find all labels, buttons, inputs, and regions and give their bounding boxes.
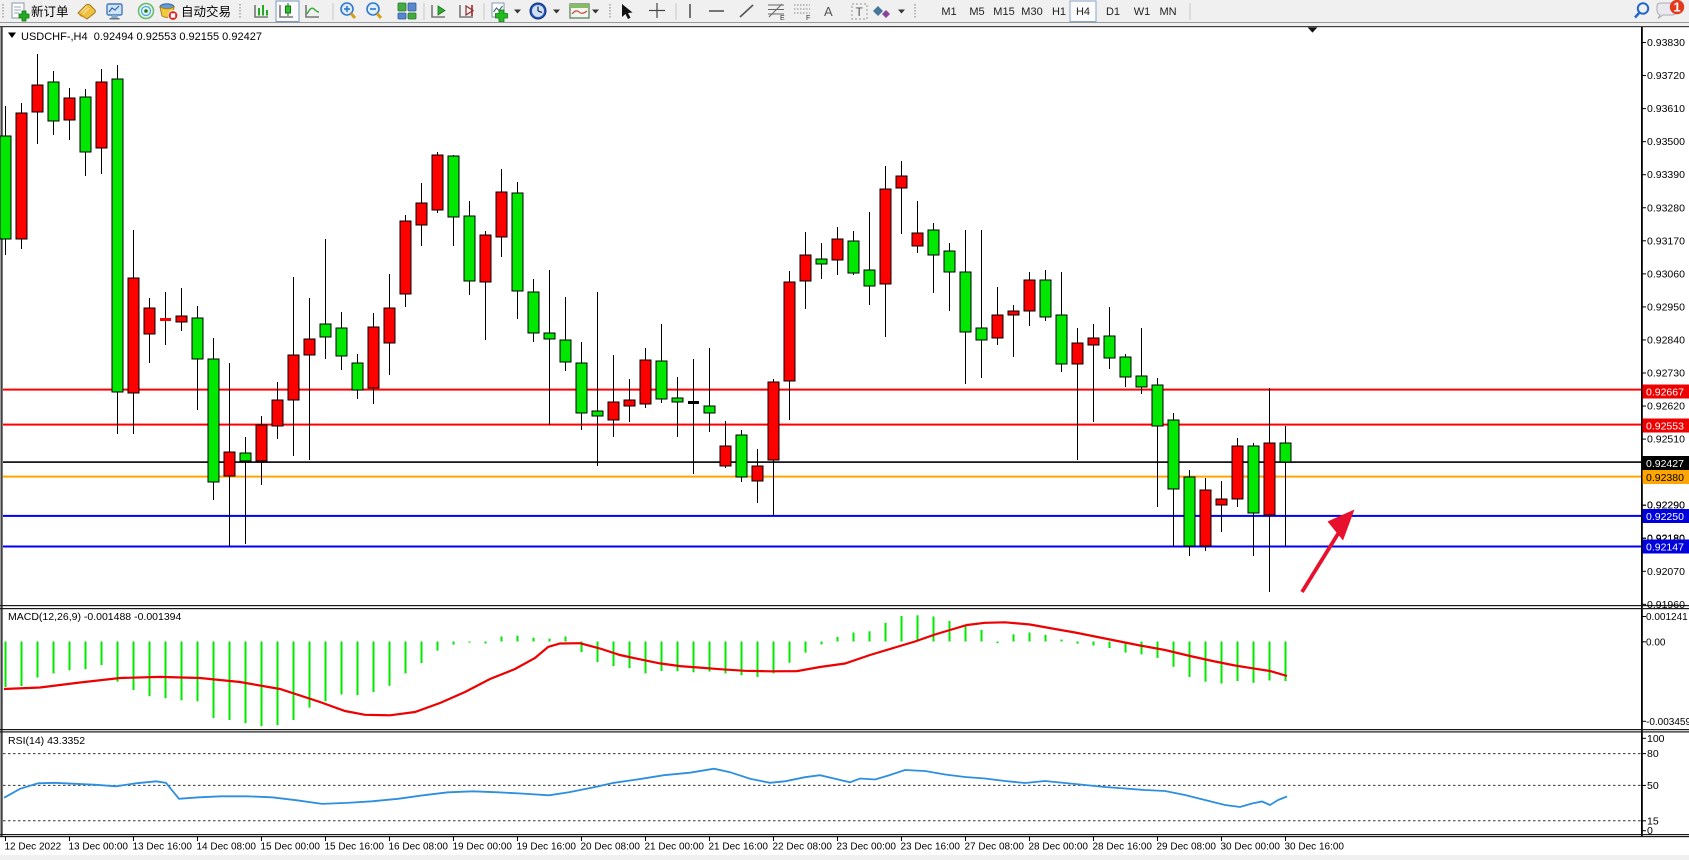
svg-text:15 Dec 00:00: 15 Dec 00:00: [261, 842, 321, 853]
svg-text:W1: W1: [1134, 6, 1151, 18]
svg-text:0.92950: 0.92950: [1647, 301, 1685, 313]
svg-text:0.92730: 0.92730: [1647, 368, 1685, 380]
svg-text:0.92840: 0.92840: [1647, 334, 1685, 346]
svg-text:0.92290: 0.92290: [1647, 500, 1685, 512]
svg-text:0.93170: 0.93170: [1647, 235, 1685, 247]
svg-text:USDCHF-,H4 0.92494 0.92553 0.: USDCHF-,H4 0.92494 0.92553 0.92155 0.924…: [21, 31, 262, 43]
svg-text:M15: M15: [993, 6, 1014, 18]
svg-text:0.001241: 0.001241: [1646, 612, 1688, 623]
svg-text:0.92620: 0.92620: [1647, 401, 1685, 413]
svg-text:19 Dec 00:00: 19 Dec 00:00: [453, 842, 513, 853]
svg-text:新订单: 新订单: [31, 4, 69, 19]
svg-text:100: 100: [1647, 733, 1665, 745]
svg-text:E: E: [780, 15, 785, 22]
svg-text:0: 0: [1647, 825, 1653, 837]
svg-text:0.92510: 0.92510: [1647, 434, 1685, 446]
svg-text:MACD(12,26,9) -0.001488 -0.001: MACD(12,26,9) -0.001488 -0.001394: [8, 611, 182, 623]
svg-text:50: 50: [1647, 780, 1659, 792]
svg-text:RSI(14) 43.3352: RSI(14) 43.3352: [8, 735, 85, 747]
svg-text:0.92147: 0.92147: [1646, 541, 1684, 553]
svg-text:80: 80: [1647, 748, 1659, 760]
svg-text:0.93280: 0.93280: [1647, 202, 1685, 214]
svg-text:30 Dec 00:00: 30 Dec 00:00: [1221, 842, 1281, 853]
svg-text:23 Dec 16:00: 23 Dec 16:00: [901, 842, 961, 853]
svg-text:14 Dec 08:00: 14 Dec 08:00: [197, 842, 257, 853]
svg-text:28 Dec 16:00: 28 Dec 16:00: [1093, 842, 1153, 853]
svg-text:A: A: [824, 4, 833, 19]
svg-text:0.92427: 0.92427: [1646, 458, 1684, 470]
svg-text:1: 1: [1673, 0, 1680, 15]
svg-text:28 Dec 00:00: 28 Dec 00:00: [1029, 842, 1089, 853]
svg-text:21 Dec 16:00: 21 Dec 16:00: [709, 842, 769, 853]
svg-text:29 Dec 08:00: 29 Dec 08:00: [1157, 842, 1217, 853]
svg-text:21 Dec 00:00: 21 Dec 00:00: [645, 842, 705, 853]
svg-text:M30: M30: [1021, 6, 1042, 18]
svg-text:0.93720: 0.93720: [1647, 70, 1685, 82]
svg-text:13 Dec 00:00: 13 Dec 00:00: [69, 842, 129, 853]
svg-text:0.93610: 0.93610: [1647, 103, 1685, 115]
svg-text:0.92290: 0.92290: [1647, 500, 1685, 512]
svg-text:16 Dec 08:00: 16 Dec 08:00: [389, 842, 449, 853]
svg-text:0.93500: 0.93500: [1647, 136, 1685, 148]
svg-text:0.00: 0.00: [1646, 637, 1666, 648]
svg-text:0.93390: 0.93390: [1647, 169, 1685, 181]
svg-text:H1: H1: [1052, 6, 1066, 18]
svg-text:0.91960: 0.91960: [1647, 599, 1685, 611]
svg-text:0.92380: 0.92380: [1646, 472, 1684, 484]
svg-text:30 Dec 16:00: 30 Dec 16:00: [1285, 842, 1345, 853]
svg-text:MN: MN: [1159, 6, 1176, 18]
svg-text:0.93830: 0.93830: [1647, 37, 1685, 49]
svg-text:22 Dec 08:00: 22 Dec 08:00: [773, 842, 833, 853]
svg-text:D1: D1: [1106, 6, 1120, 18]
svg-text:0.93060: 0.93060: [1647, 268, 1685, 280]
svg-text:12 Dec 2022: 12 Dec 2022: [5, 842, 62, 853]
svg-text:0.92553: 0.92553: [1646, 420, 1684, 432]
svg-text:20 Dec 08:00: 20 Dec 08:00: [581, 842, 641, 853]
svg-text:19 Dec 16:00: 19 Dec 16:00: [517, 842, 577, 853]
svg-text:0.92070: 0.92070: [1647, 566, 1685, 578]
svg-text:13 Dec 16:00: 13 Dec 16:00: [133, 842, 193, 853]
svg-text:0.92250: 0.92250: [1646, 511, 1684, 523]
svg-text:27 Dec 08:00: 27 Dec 08:00: [965, 842, 1025, 853]
svg-text:-0.003459: -0.003459: [1646, 717, 1689, 728]
svg-text:23 Dec 00:00: 23 Dec 00:00: [837, 842, 897, 853]
svg-text:自动交易: 自动交易: [181, 4, 231, 19]
svg-text:15: 15: [1647, 815, 1659, 827]
svg-text:H4: H4: [1076, 6, 1090, 18]
svg-text:M5: M5: [969, 6, 984, 18]
svg-text:F: F: [806, 15, 810, 22]
svg-text:M1: M1: [941, 6, 956, 18]
svg-text:T: T: [856, 5, 864, 19]
svg-text:0.92667: 0.92667: [1646, 386, 1684, 398]
svg-text:15 Dec 16:00: 15 Dec 16:00: [325, 842, 385, 853]
